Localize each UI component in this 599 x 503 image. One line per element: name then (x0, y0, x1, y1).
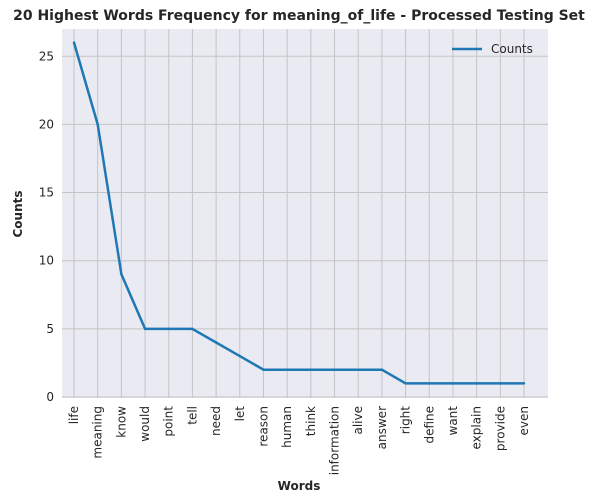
plot-area (62, 29, 548, 398)
x-tick-label: know (114, 406, 128, 438)
grid (62, 29, 548, 398)
x-tick-label: think (304, 406, 318, 436)
x-tick-label: let (233, 406, 247, 422)
x-tick-label: would (138, 406, 152, 442)
x-tick-label: want (446, 406, 460, 436)
data-point (285, 368, 289, 371)
y-axis-ticks: 0 5 10 15 20 25 (39, 49, 54, 404)
y-tick-label: 0 (46, 390, 54, 404)
data-point (238, 354, 241, 358)
legend-label-counts: Counts (491, 42, 533, 56)
data-point (404, 382, 407, 385)
x-tick-label: even (517, 406, 531, 435)
data-point (96, 123, 99, 126)
data-point (475, 382, 478, 385)
series-line-counts (72, 42, 524, 385)
data-point (120, 273, 123, 276)
x-tick-label: meaning (91, 406, 105, 459)
y-tick-label: 5 (46, 322, 54, 336)
series-layer (72, 41, 526, 385)
x-tick-label: point (162, 406, 176, 437)
data-point (357, 368, 360, 371)
legend: Counts (452, 42, 533, 56)
y-tick-label: 25 (39, 49, 54, 63)
y-tick-label: 10 (39, 254, 54, 268)
x-tick-label: explain (470, 406, 484, 450)
x-tick-label: provide (493, 406, 507, 451)
x-tick-label: need (209, 406, 223, 436)
x-tick-label: information (328, 406, 342, 475)
data-point (309, 368, 313, 371)
data-point (72, 41, 76, 44)
chart-title: 20 Highest Words Frequency for meaning_o… (13, 8, 585, 24)
y-tick-label: 15 (39, 186, 54, 200)
x-tick-label: reason (256, 406, 270, 447)
data-point (428, 382, 431, 385)
data-point (167, 327, 170, 331)
data-point (522, 382, 526, 385)
x-tick-label: tell (185, 406, 199, 425)
y-tick-label: 20 (39, 117, 54, 131)
x-tick-label: human (280, 406, 294, 448)
data-point (499, 382, 502, 385)
data-point (191, 327, 194, 331)
x-tick-label: life (67, 406, 81, 424)
data-point (380, 368, 384, 371)
x-axis-ticks: life meaning know would point tell need let reas… (67, 406, 531, 476)
data-point (143, 327, 147, 331)
data-point (333, 368, 336, 371)
y-axis-label: Counts (11, 190, 25, 237)
x-tick-label: right (399, 406, 413, 434)
x-axis-label: Words (278, 479, 321, 493)
x-tick-label: define (422, 406, 436, 444)
data-point (214, 341, 218, 344)
data-point (262, 368, 265, 371)
x-tick-label: answer (375, 406, 389, 449)
x-tick-label: alive (351, 406, 365, 435)
data-point (451, 382, 455, 385)
